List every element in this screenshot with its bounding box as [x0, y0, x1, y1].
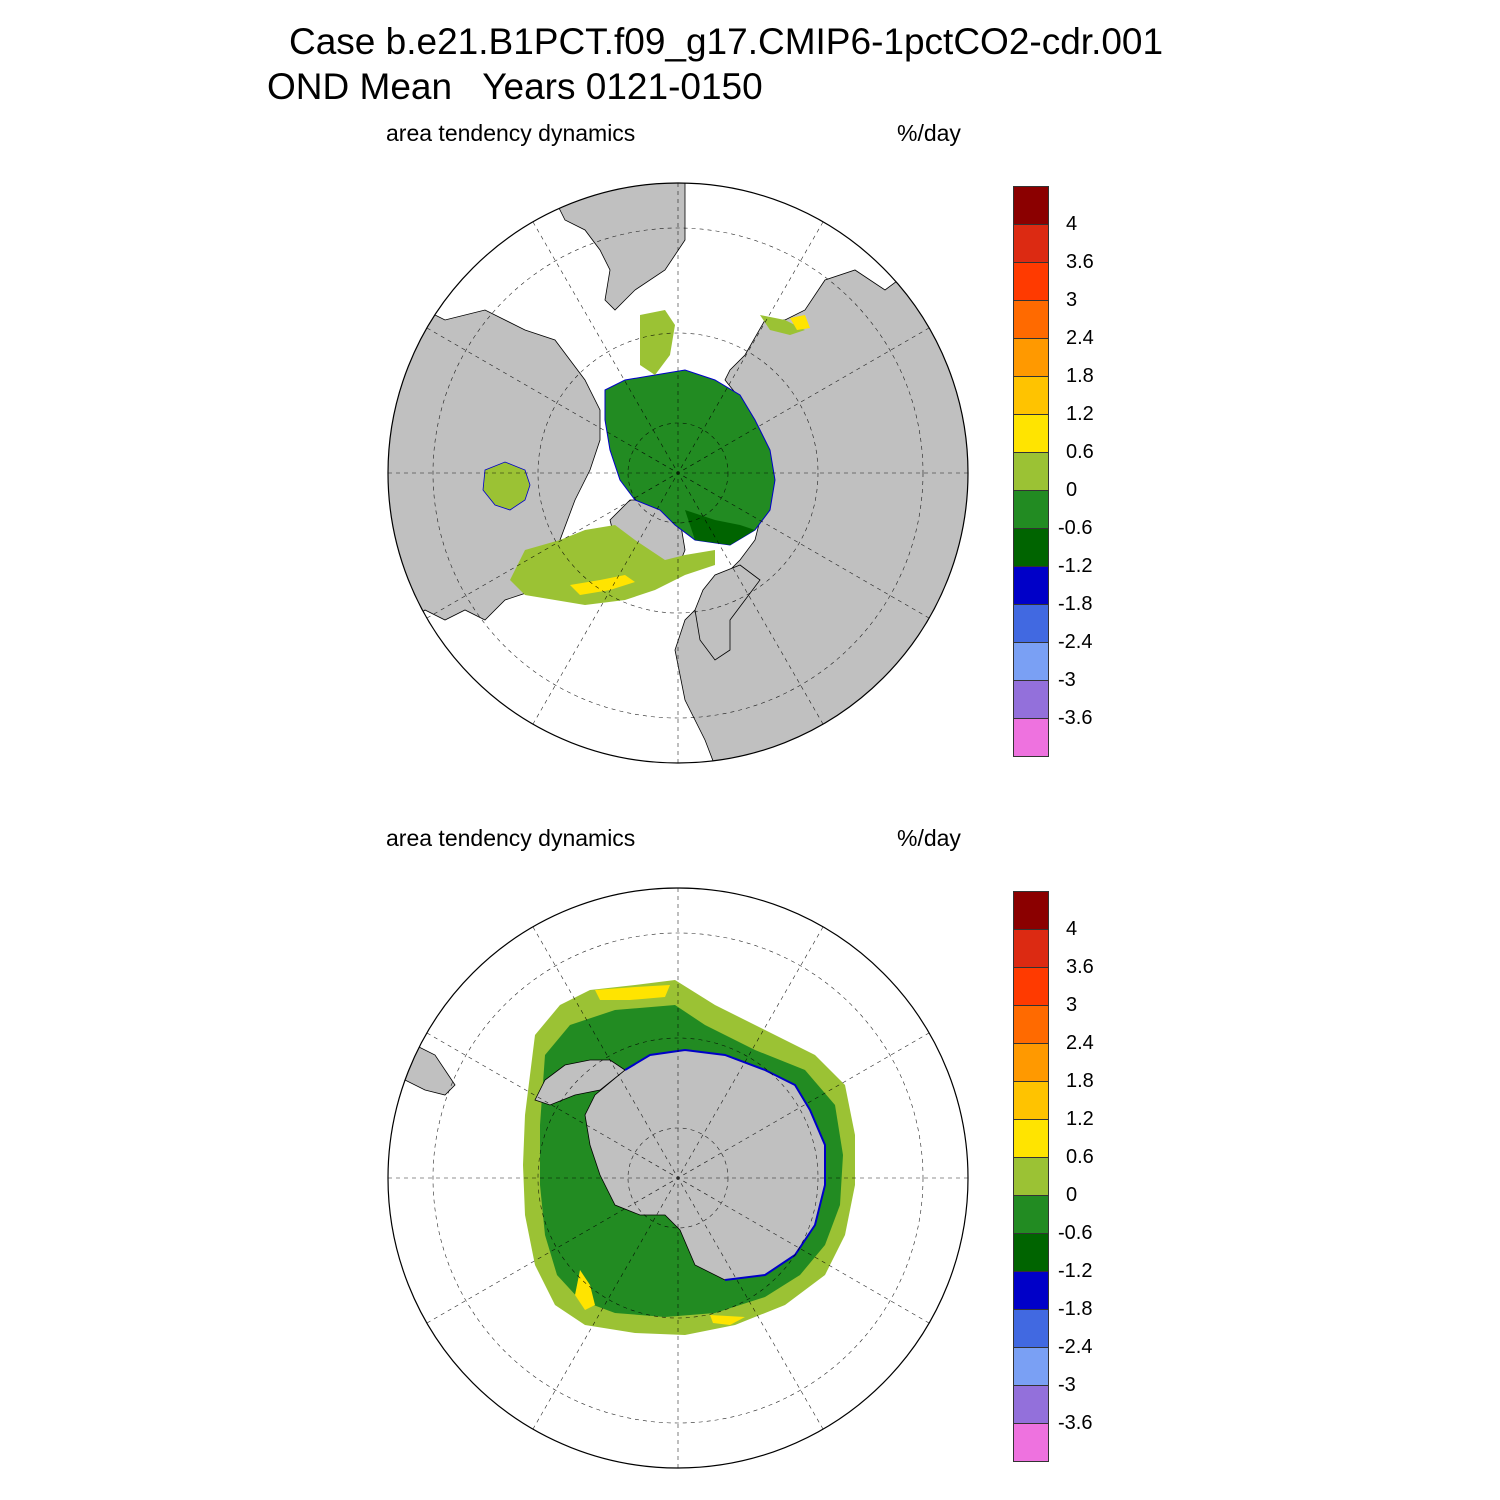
colorbar-swatch: [1013, 929, 1049, 968]
colorbar-tick-label: 1.2: [1066, 1108, 1094, 1130]
map-boundary: [387, 182, 969, 764]
colorbar-swatch: [1013, 642, 1049, 681]
colorbar-tick-label: -3: [1058, 669, 1076, 691]
colorbar-tick-label: -3: [1058, 1374, 1076, 1396]
panel-north: area tendency dynamics %/day: [0, 0, 1500, 764]
colorbar-tick-label: 4: [1066, 918, 1078, 940]
colorbar-tick-label: -2.4: [1058, 1336, 1093, 1358]
colorbar-tick-label: -1.2: [1058, 1260, 1093, 1282]
colorbar-swatch: [1013, 300, 1049, 339]
colorbar-tick-label: -3.6: [1058, 707, 1093, 729]
colorbar-tick-label: -1.2: [1058, 555, 1093, 577]
panel-north-units-label: %/day: [897, 120, 961, 146]
colorbar-swatch: [1013, 1423, 1049, 1462]
panel-south: area tendency dynamics %/day: [0, 705, 1500, 1469]
map-boundary: [387, 887, 969, 1469]
field-yellow-patch-1: [595, 985, 670, 1000]
colorbar-swatch: [1013, 528, 1049, 567]
colorbar-tick-label: 3.6: [1066, 251, 1094, 273]
field-hudson-bay: [482, 461, 531, 511]
colorbar-tick-label: 0.6: [1066, 1146, 1094, 1168]
field-marginal-bering: [640, 310, 675, 375]
colorbar-south: [1013, 891, 1049, 1462]
panel-south-units-label: %/day: [897, 825, 961, 851]
colorbar-tick-label: 2.4: [1066, 1032, 1094, 1054]
figure-title-case: Case b.e21.B1PCT.f09_g17.CMIP6-1pctCO2-c…: [289, 21, 1164, 62]
colorbar-swatch: [1013, 1157, 1049, 1196]
field-arctic-fringe: [685, 510, 755, 545]
colorbar-north: [1013, 186, 1049, 757]
colorbar-swatch: [1013, 1043, 1049, 1082]
colorbar-tick-label: -1.8: [1058, 1298, 1093, 1320]
colorbar-swatch: [1013, 680, 1049, 719]
colorbar-swatch: [1013, 1081, 1049, 1120]
colorbar-tick-label: -0.6: [1058, 517, 1093, 539]
colorbar-tick-label: 0: [1066, 479, 1078, 501]
colorbar-swatch: [1013, 967, 1049, 1006]
colorbar-swatch: [1013, 376, 1049, 415]
colorbar-tick-label: 1.8: [1066, 1070, 1094, 1092]
colorbar-swatch: [1013, 891, 1049, 930]
field-marginal-okhotsk-yellow: [790, 315, 810, 330]
colorbar-tick-label: 3.6: [1066, 956, 1094, 978]
colorbar-swatch: [1013, 414, 1049, 453]
colorbar-swatch: [1013, 490, 1049, 529]
colorbar-swatch: [1013, 262, 1049, 301]
colorbar-swatch: [1013, 1119, 1049, 1158]
colorbar-swatch: [1013, 1005, 1049, 1044]
colorbar-swatch: [1013, 1385, 1049, 1424]
field-marginal-atlantic: [510, 525, 715, 605]
colorbar-swatch: [1013, 186, 1049, 225]
land-antarctic-peninsula: [534, 1059, 626, 1106]
colorbar-tick-label: 3: [1066, 289, 1078, 311]
colorbar-tick-label: 4: [1066, 213, 1078, 235]
graticule: [388, 888, 968, 1468]
colorbar-tick-label: -3.6: [1058, 1412, 1093, 1434]
colorbar-tick-label: 0.6: [1066, 441, 1094, 463]
colorbar-tick-label: -1.8: [1058, 593, 1093, 615]
colorbar-swatch: [1013, 338, 1049, 377]
field-arctic-basin: [604, 369, 776, 546]
colorbar-tick-label: 2.4: [1066, 327, 1094, 349]
colorbar-swatch: [1013, 1347, 1049, 1386]
colorbar-tick-label: -0.6: [1058, 1222, 1093, 1244]
colorbar-swatch: [1013, 1271, 1049, 1310]
colorbar-tick-label: 1.8: [1066, 365, 1094, 387]
north-polar-map: [387, 182, 969, 764]
colorbar-swatch: [1013, 452, 1049, 491]
colorbar-swatch: [1013, 1309, 1049, 1348]
colorbar-swatch: [1013, 224, 1049, 263]
panel-south-variable-label: area tendency dynamics: [386, 825, 636, 851]
land-alaska: [544, 183, 686, 311]
colorbar-swatch: [1013, 604, 1049, 643]
colorbar-tick-label: 3: [1066, 994, 1078, 1016]
colorbar-swatch: [1013, 1195, 1049, 1234]
colorbar-tick-label: 0: [1066, 1184, 1078, 1206]
colorbar-tick-label: -2.4: [1058, 631, 1093, 653]
panel-north-variable-label: area tendency dynamics: [386, 120, 636, 146]
colorbar-swatch: [1013, 566, 1049, 605]
colorbar-swatch: [1013, 1233, 1049, 1272]
graticule: [388, 183, 968, 763]
colorbar-swatch: [1013, 718, 1049, 757]
field-marginal-yellow: [570, 575, 635, 595]
field-yellow-patch-2: [575, 1270, 595, 1310]
south-polar-map: [387, 887, 969, 1469]
colorbar-tick-label: 1.2: [1066, 403, 1094, 425]
field-marginal-okhotsk: [760, 315, 805, 335]
field-yellow-patch-3: [710, 1315, 745, 1325]
figure-title-period: OND Mean Years 0121-0150: [267, 66, 763, 107]
